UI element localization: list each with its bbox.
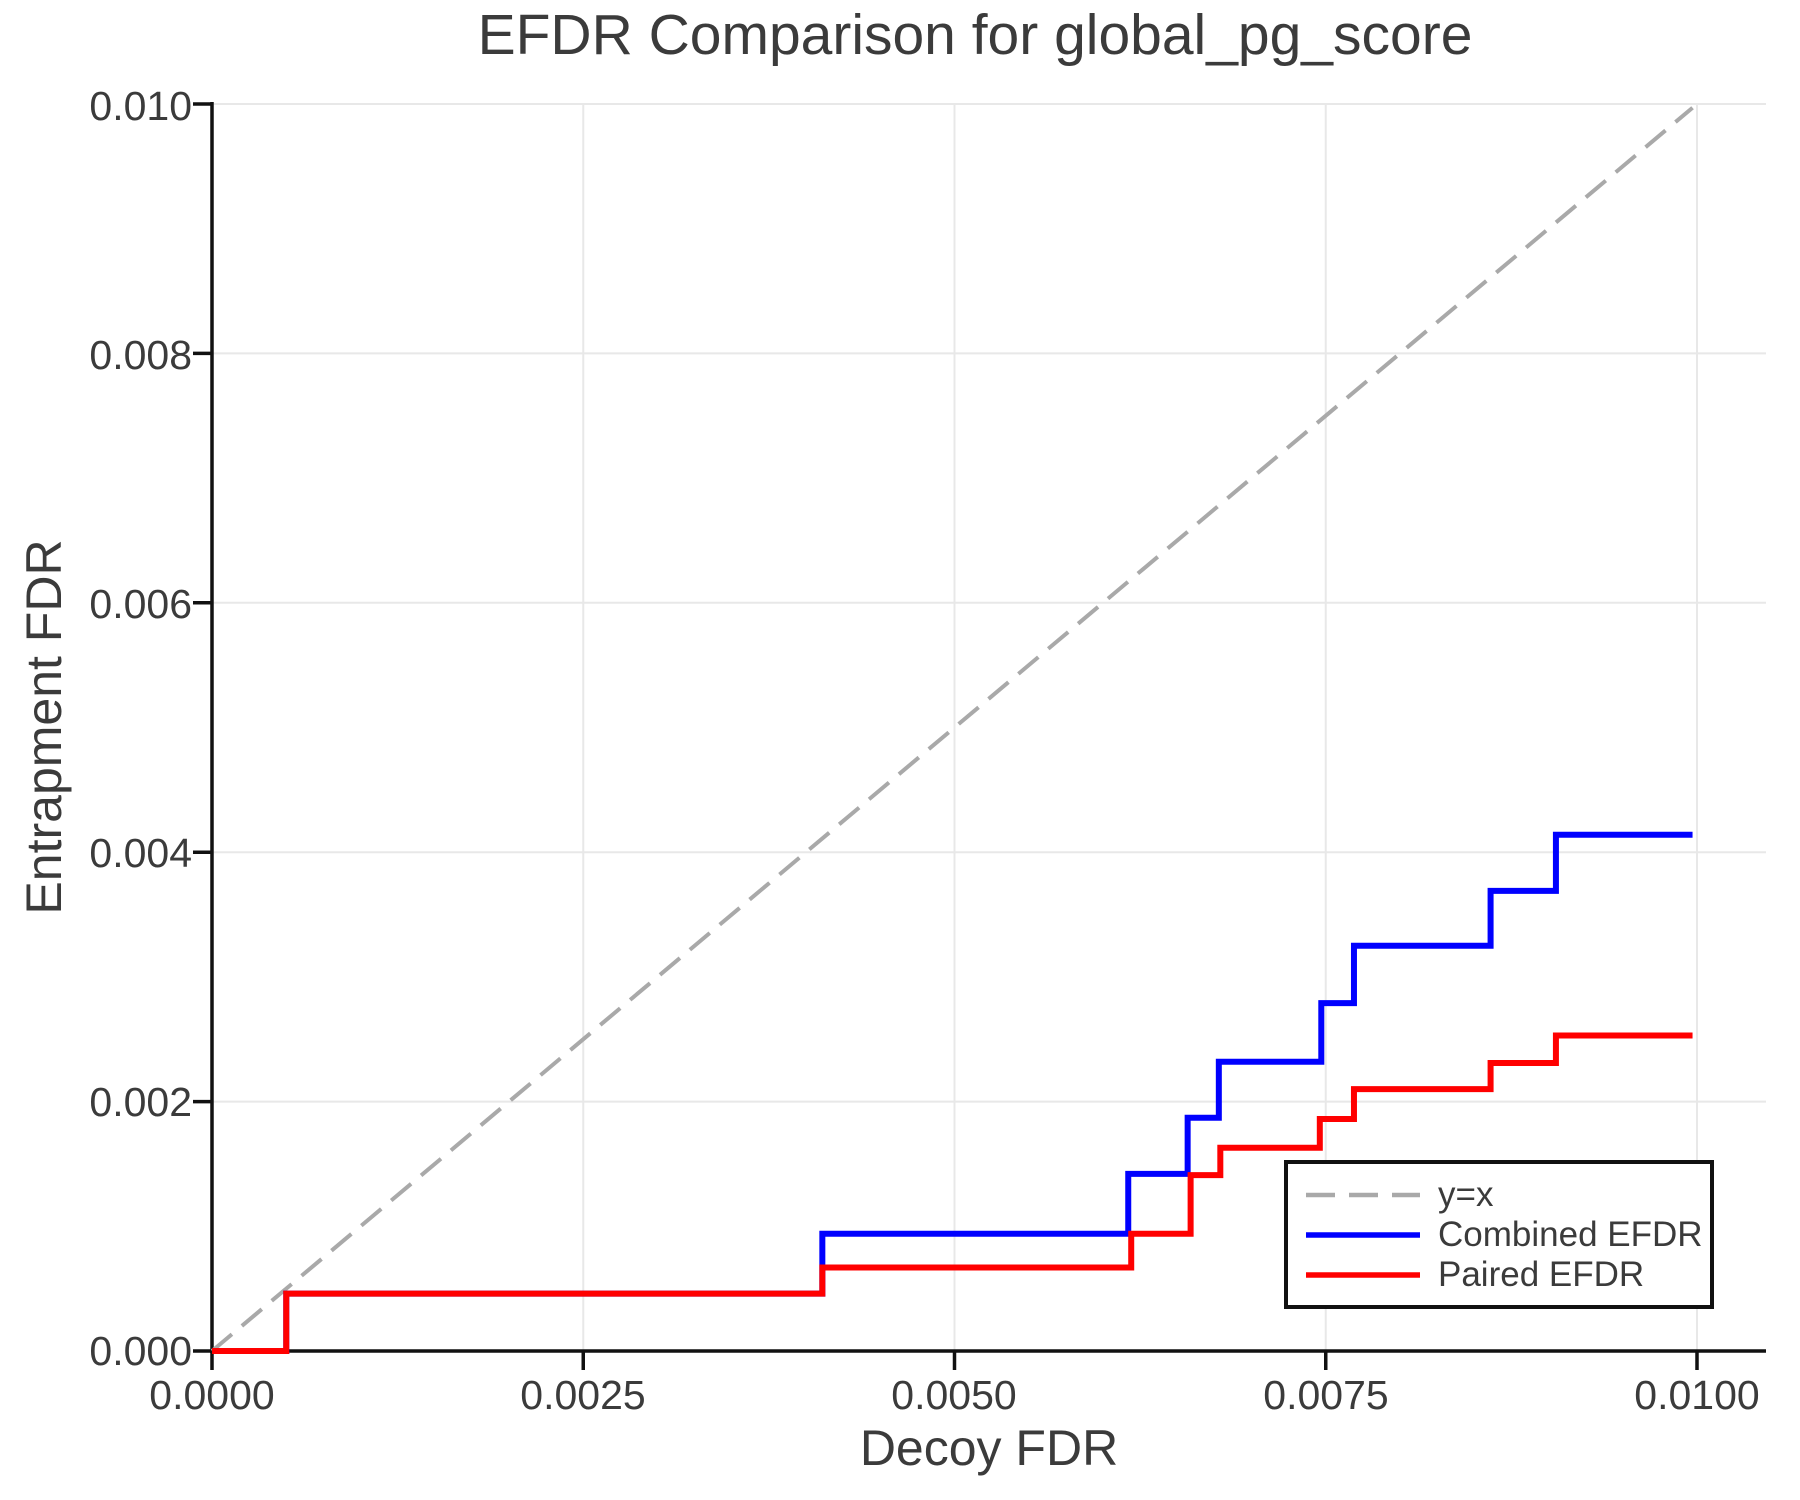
y-tick-label: 0.006 bbox=[89, 581, 192, 627]
legend-item-combined: Combined EFDR bbox=[1304, 1214, 1710, 1254]
series-line-y-x bbox=[210, 106, 1694, 1353]
y-tick-label: 0.010 bbox=[89, 83, 192, 129]
y-tick-label: 0.002 bbox=[89, 1079, 192, 1125]
legend-dashed-line-sample bbox=[1306, 1192, 1420, 1197]
x-axis-label: Decoy FDR bbox=[859, 1420, 1119, 1476]
legend: y=x Combined EFDR Paired EFDR bbox=[1284, 1160, 1714, 1309]
x-tick-label: 0.0025 bbox=[520, 1372, 646, 1418]
y-tick-label: 0.004 bbox=[89, 830, 192, 876]
x-tick-label: 0.0100 bbox=[1634, 1372, 1760, 1418]
legend-label-paired: Paired EFDR bbox=[1438, 1254, 1645, 1294]
legend-combined-line-sample bbox=[1306, 1231, 1420, 1238]
y-tick-label: 0.000 bbox=[89, 1328, 192, 1374]
legend-paired-line-sample bbox=[1306, 1271, 1420, 1278]
series-line-paired-efdr bbox=[212, 1032, 1693, 1354]
legend-item-paired: Paired EFDR bbox=[1304, 1254, 1710, 1294]
x-tick-label: 0.0000 bbox=[149, 1372, 275, 1418]
chart-title: EFDR Comparison for global_pg_score bbox=[477, 3, 1473, 67]
legend-item-identity: y=x bbox=[1304, 1174, 1710, 1214]
legend-label-identity: y=x bbox=[1438, 1174, 1494, 1214]
x-tick-label: 0.0050 bbox=[891, 1372, 1017, 1418]
legend-label-combined: Combined EFDR bbox=[1438, 1214, 1703, 1254]
x-tick-label: 0.0075 bbox=[1263, 1372, 1389, 1418]
y-tick-label: 0.008 bbox=[89, 332, 192, 378]
